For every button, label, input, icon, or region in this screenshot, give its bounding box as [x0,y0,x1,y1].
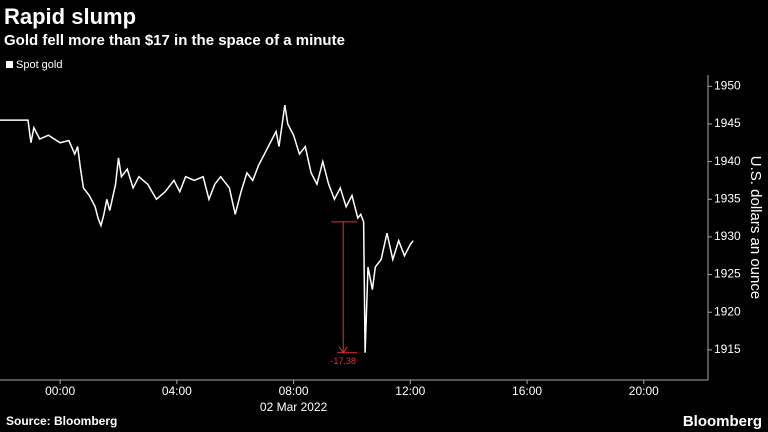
annotation-arrow [338,346,348,354]
x-tick-label: 20:00 [629,384,659,398]
line [0,105,414,353]
chart-title: Rapid slump [4,4,136,29]
x-tick-label: 04:00 [162,384,192,398]
legend-swatch [6,61,13,68]
y-axis-label: U.S. dollars an ounce [747,156,764,299]
y-tick-label: 1920 [714,304,741,318]
y-tick-label: 1930 [714,229,741,243]
brand: Bloomberg [683,413,762,430]
chart-subtitle: Gold fell more than $17 in the space of … [4,32,345,49]
y-tick-label: 1950 [714,78,741,92]
annotation-label: -17.38 [330,356,356,366]
x-tick-label: 08:00 [279,384,309,398]
y-tick-label: 1940 [714,154,741,168]
y-tick-label: 1915 [714,342,741,356]
x-axis-label: 02 Mar 2022 [260,400,328,414]
x-tick-label: 16:00 [512,384,542,398]
y-tick-label: 1925 [714,267,741,281]
source: Source: Bloomberg [6,414,117,428]
legend-label: Spot gold [16,59,62,71]
x-tick-label: 12:00 [395,384,425,398]
x-tick-label: 00:00 [45,384,75,398]
y-tick-label: 1935 [714,191,741,205]
y-tick-label: 1945 [714,116,741,130]
